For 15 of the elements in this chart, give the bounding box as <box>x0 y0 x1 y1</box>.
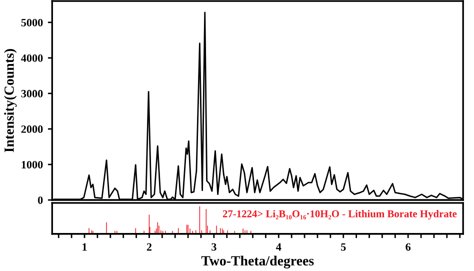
y-axis-title: Intensity(Counts) <box>4 49 17 152</box>
x-tick-label: 5 <box>341 243 346 251</box>
y-tick-label: 4000 <box>21 54 43 62</box>
annotation: 27-1224> Li₂B₁₀O₁₆·10H₂O - Lithium Borate Hydrate <box>222 210 457 220</box>
y-tick-label: 5000 <box>21 18 43 26</box>
x-axis-title: Two-Theta/degrees <box>201 256 314 268</box>
y-tick-label: 1000 <box>22 160 43 168</box>
x-tick-label: 1 <box>82 243 87 251</box>
y-tick-label: 3000 <box>21 90 43 98</box>
y-tick-label: 2000 <box>21 125 43 133</box>
x-tick-label: 4 <box>276 243 282 251</box>
y-tick-label: 0 <box>38 196 43 204</box>
x-tick-label: 3 <box>212 243 216 251</box>
x-tick-label: 2 <box>146 243 152 251</box>
x-tick-label: 6 <box>406 243 411 251</box>
